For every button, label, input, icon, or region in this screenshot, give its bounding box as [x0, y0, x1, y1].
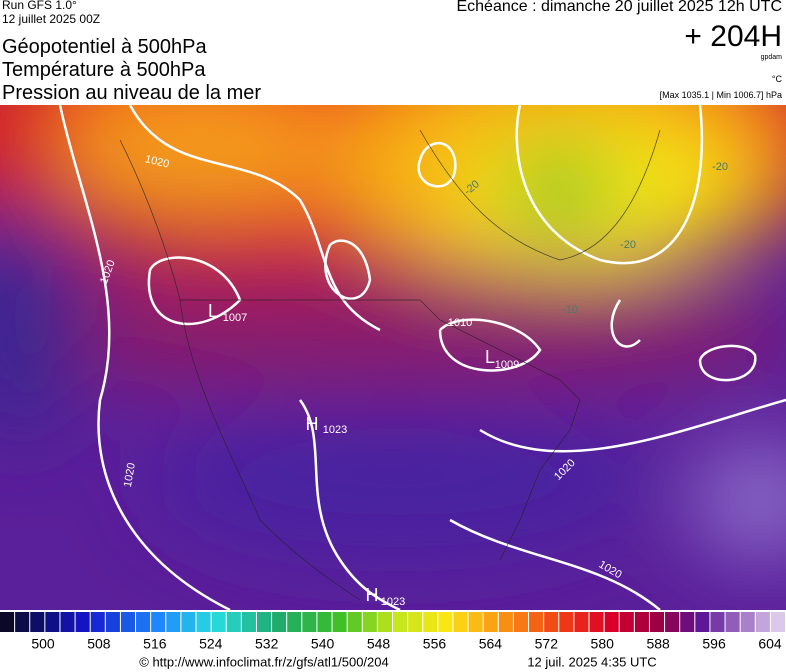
- coastlines: [119, 129, 661, 601]
- isobar-label: 1020: [122, 462, 138, 488]
- colorbar-swatch: [544, 612, 559, 632]
- colorbar-swatch: [710, 612, 725, 632]
- colorbar-swatch: [665, 612, 680, 632]
- colorbar-swatch: [453, 612, 468, 632]
- colorbar-label: 532: [255, 636, 279, 652]
- colorbar-swatch: [649, 612, 665, 632]
- colorbar-swatch: [256, 612, 272, 632]
- colorbar-swatch: [317, 612, 332, 632]
- colorbar-swatch: [151, 612, 166, 632]
- pressure-center: L: [485, 347, 495, 367]
- colorbar-swatch: [680, 612, 695, 632]
- colorbar-label: 548: [367, 636, 391, 652]
- temperature-label: -20: [620, 239, 636, 251]
- pressure-center: L: [208, 301, 218, 321]
- colorbar-swatch: [377, 612, 392, 632]
- colorbar-swatch: [604, 612, 619, 632]
- colorbar-swatch: [362, 612, 377, 632]
- pressure-range: [Max 1035.1 | Min 1006.7] hPa: [659, 90, 782, 100]
- colorbar-swatch: [196, 612, 211, 632]
- run-date: 12 juillet 2025 00Z: [2, 12, 101, 26]
- colorbar-swatch: [529, 612, 544, 632]
- colorbar-swatch: [619, 612, 634, 632]
- colorbar-swatch: [302, 612, 317, 632]
- isobar-label: 1007: [223, 312, 247, 324]
- colorbar-swatch: [287, 612, 302, 632]
- colorbar-swatch: [30, 612, 45, 632]
- lead-time: + 204H: [684, 20, 782, 53]
- colorbar-label: 556: [423, 636, 447, 652]
- colorbar-swatch: [770, 612, 785, 632]
- isobar-label: 1020: [144, 153, 171, 171]
- colorbar-swatch: [468, 612, 483, 632]
- footer-url: © http://www.infoclimat.fr/z/gfs/atl1/50…: [139, 654, 388, 669]
- colorbar-swatch: [45, 612, 60, 632]
- isobars: [58, 105, 786, 610]
- colorbar-label: 580: [591, 636, 615, 652]
- colorbar-label: 516: [143, 636, 167, 652]
- isobar-label: 1023: [381, 596, 405, 608]
- colorbar-swatch: [393, 612, 408, 632]
- colorbar-swatch: [423, 612, 438, 632]
- isobar-label: 1009: [495, 359, 519, 371]
- colorbar-swatch: [408, 612, 423, 632]
- colorbar-swatch: [695, 612, 710, 632]
- colorbar-swatch: [15, 612, 30, 632]
- footer-time: 12 juil. 2025 4:35 UTC: [527, 654, 656, 669]
- isobar-label: 1010: [448, 317, 472, 329]
- colorbar-label: 540: [311, 636, 335, 652]
- colorbar-swatch: [166, 612, 181, 632]
- colorbar-swatch: [136, 612, 151, 632]
- colorbar-swatch: [105, 612, 120, 632]
- pressure-center: H: [366, 585, 379, 605]
- colorbar-swatch: [755, 612, 770, 632]
- colorbar-swatch: [226, 612, 241, 632]
- colorbar-swatch: [272, 612, 287, 632]
- colorbar-swatch: [438, 612, 453, 632]
- temperature-label: -10: [562, 304, 578, 316]
- colorbar-swatch: [332, 612, 347, 632]
- colorbar-swatch: [725, 612, 740, 632]
- colorbar-swatch: [483, 612, 498, 632]
- title: Température à 500hPa: [2, 59, 206, 81]
- temperature-label: -20: [712, 161, 728, 173]
- colorbar-label: 508: [87, 636, 111, 652]
- title: Pression au niveau de la mer: [2, 82, 262, 104]
- colorbar: 500 508 516 524 532 540 548 556 564 572 580 588 596 6…: [0, 612, 785, 652]
- colorbar-swatch: [0, 612, 15, 632]
- colorbar-label: 588: [646, 636, 670, 652]
- colorbar-swatch: [740, 612, 755, 632]
- colorbar-swatch: [589, 612, 604, 632]
- unit-temp: °C: [771, 74, 782, 84]
- colorbar-swatch: [498, 612, 513, 632]
- colorbar-swatch: [513, 612, 529, 632]
- colorbar-swatch: [241, 612, 256, 632]
- colorbar-swatch: [559, 612, 574, 632]
- colorbar-label: 596: [702, 636, 726, 652]
- title: Géopotentiel à 500hPa: [2, 36, 207, 58]
- unit-geo: gpdam: [760, 54, 782, 61]
- colorbar-label: 572: [535, 636, 559, 652]
- colorbar-swatch: [90, 612, 105, 632]
- colorbar-swatch: [634, 612, 649, 632]
- colorbar-label: 500: [31, 636, 55, 652]
- colorbar-swatch: [75, 612, 90, 632]
- isobar-label: 1023: [323, 424, 347, 436]
- colorbar-swatch: [211, 612, 226, 632]
- pressure-center: H: [306, 414, 319, 434]
- colorbar-swatch: [60, 612, 75, 632]
- colorbar-swatch: [120, 612, 136, 632]
- colorbar-label: 604: [758, 636, 782, 652]
- echeance: Echéance : dimanche 20 juillet 2025 12h …: [456, 0, 782, 15]
- colorbar-label: 524: [199, 636, 223, 652]
- run: Run GFS 1.0°: [2, 0, 77, 12]
- colorbar-swatch: [181, 612, 196, 632]
- colorbar-swatch: [347, 612, 362, 632]
- colorbar-swatch: [574, 612, 589, 632]
- colorbar-label: 564: [479, 636, 503, 652]
